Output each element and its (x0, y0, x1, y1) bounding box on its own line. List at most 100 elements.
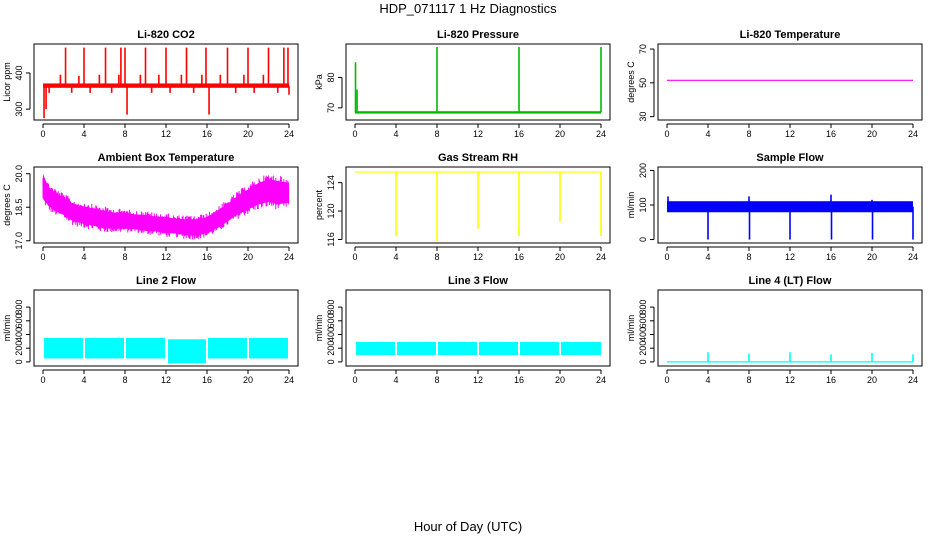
ambient-x-tick-label: 16 (202, 252, 212, 262)
panel-line2: Line 2 Flow 0 4 8 12 16 20 24 0 200400600800ml/mi… (2, 275, 299, 385)
rh-ylabel: percent (314, 189, 324, 220)
line3-block (479, 342, 518, 356)
ambient-y-tick-label: 17.0 (14, 232, 24, 250)
ambient-envelope (43, 173, 289, 236)
ambient-x-axis: 0 4 8 12 16 20 24 (40, 246, 294, 262)
sample-y-tick-label: 200 (638, 163, 648, 178)
rh-x-tick-label: 4 (393, 252, 398, 262)
temperature-x-tick-label: 12 (785, 129, 795, 139)
pressure-x-tick-label: 0 (352, 129, 357, 139)
line2-frame (33, 289, 299, 367)
line4-title: Line 4 (LT) Flow (749, 275, 832, 287)
line3-block (438, 342, 477, 356)
ambient-ylabel: degrees C (2, 184, 12, 226)
temperature-ylabel: degrees C (626, 61, 636, 103)
ambient-y-axis: 17.0 18.5 20.0 (14, 165, 31, 250)
co2-x-tick-label: 24 (284, 129, 294, 139)
co2-x-axis: 0 4 8 12 16 20 24 (40, 123, 294, 139)
sample-y-tick-label: 0 (638, 237, 648, 242)
line2-x-tick-label: 8 (122, 375, 127, 385)
line3-ylabel: ml/min (314, 315, 324, 342)
temperature-x-axis: 0 4 8 12 16 20 24 (664, 123, 918, 139)
panel-line4: Line 4 (LT) Flow 0 4 8 12 16 20 24 0 200400600800… (626, 275, 923, 385)
temperature-x-tick-label: 4 (705, 129, 710, 139)
ambient-y-tick-label: 20.0 (14, 165, 24, 183)
pressure-series (354, 47, 602, 114)
line4-x-tick-label: 4 (705, 375, 710, 385)
pressure-baseline-band (355, 111, 601, 114)
line3-series (356, 342, 601, 356)
line2-block (126, 337, 165, 359)
temperature-x-tick-label: 8 (746, 129, 751, 139)
rh-frame (345, 166, 611, 244)
rh-y-tick-label: 124 (326, 175, 336, 190)
ambient-x-tick-label: 12 (161, 252, 171, 262)
line2-x-tick-label: 16 (202, 375, 212, 385)
panel-temperature: Li-820 Temperature 0 4 8 12 16 20 24 30 50 70degre… (626, 29, 923, 139)
line2-block (44, 337, 83, 359)
ambient-title: Ambient Box Temperature (98, 152, 235, 164)
line4-y-tick-label: 800 (638, 300, 648, 315)
co2-frame (33, 43, 299, 121)
sample-x-tick-label: 8 (746, 252, 751, 262)
rh-x-tick-label: 24 (596, 252, 606, 262)
line2-title: Line 2 Flow (136, 275, 196, 287)
temperature-x-tick-label: 24 (908, 129, 918, 139)
temperature-frame (657, 43, 923, 121)
rh-series (355, 171, 602, 241)
temperature-y-tick-label: 30 (638, 112, 648, 122)
line2-ylabel: ml/min (2, 315, 12, 342)
sample-x-axis: 0 4 8 12 16 20 24 (664, 246, 918, 262)
line2-x-tick-label: 0 (40, 375, 45, 385)
pressure-x-tick-label: 20 (555, 129, 565, 139)
line4-series (667, 352, 914, 363)
co2-x-tick-label: 12 (161, 129, 171, 139)
line3-block (356, 342, 395, 356)
line3-block (561, 342, 601, 356)
rh-y-tick-label: 116 (326, 232, 336, 246)
ambient-frame (33, 166, 299, 244)
co2-y-axis: 300 400 (14, 65, 31, 117)
line3-y-tick-label: 400 (326, 327, 336, 342)
co2-x-tick-label: 8 (122, 129, 127, 139)
sample-frame (657, 166, 923, 244)
line4-y-tick-label: 400 (638, 327, 648, 342)
sample-title: Sample Flow (756, 152, 824, 164)
line2-y-tick-label: 0 (14, 359, 24, 364)
pressure-y-axis: 70 80 (326, 72, 343, 113)
line3-block (397, 342, 436, 356)
rh-title: Gas Stream RH (438, 152, 518, 164)
line2-y-tick-label: 400 (14, 327, 24, 342)
panel-ambient: Ambient Box Temperature 0 4 8 12 16 20 24 17.0 18… (2, 152, 299, 262)
line2-block (85, 337, 124, 359)
sample-baseline-band (667, 201, 913, 213)
pressure-x-axis: 0 4 8 12 16 20 24 (352, 123, 606, 139)
line2-y-tick-label: 200 (14, 341, 24, 356)
rh-y-tick-label: 120 (326, 204, 336, 219)
rh-x-tick-label: 20 (555, 252, 565, 262)
co2-ylabel: Licor ppm (2, 62, 12, 102)
pressure-title: Li-820 Pressure (437, 29, 519, 41)
temperature-x-tick-label: 16 (826, 129, 836, 139)
line3-x-tick-label: 16 (514, 375, 524, 385)
co2-title: Li-820 CO2 (137, 29, 194, 41)
sample-x-tick-label: 16 (826, 252, 836, 262)
line3-x-tick-label: 0 (352, 375, 357, 385)
rh-x-tick-label: 12 (473, 252, 483, 262)
line3-frame (345, 289, 611, 367)
line3-x-tick-label: 20 (555, 375, 565, 385)
pressure-x-tick-label: 8 (434, 129, 439, 139)
line3-x-tick-label: 8 (434, 375, 439, 385)
line2-y-tick-label: 600 (14, 313, 24, 328)
line3-title: Line 3 Flow (448, 275, 508, 287)
figure-title: HDP_071117 1 Hz Diagnostics (379, 1, 557, 16)
pressure-ylabel: kPa (314, 74, 324, 90)
ambient-x-tick-label: 8 (122, 252, 127, 262)
temperature-x-tick-label: 20 (867, 129, 877, 139)
line2-x-tick-label: 4 (81, 375, 86, 385)
